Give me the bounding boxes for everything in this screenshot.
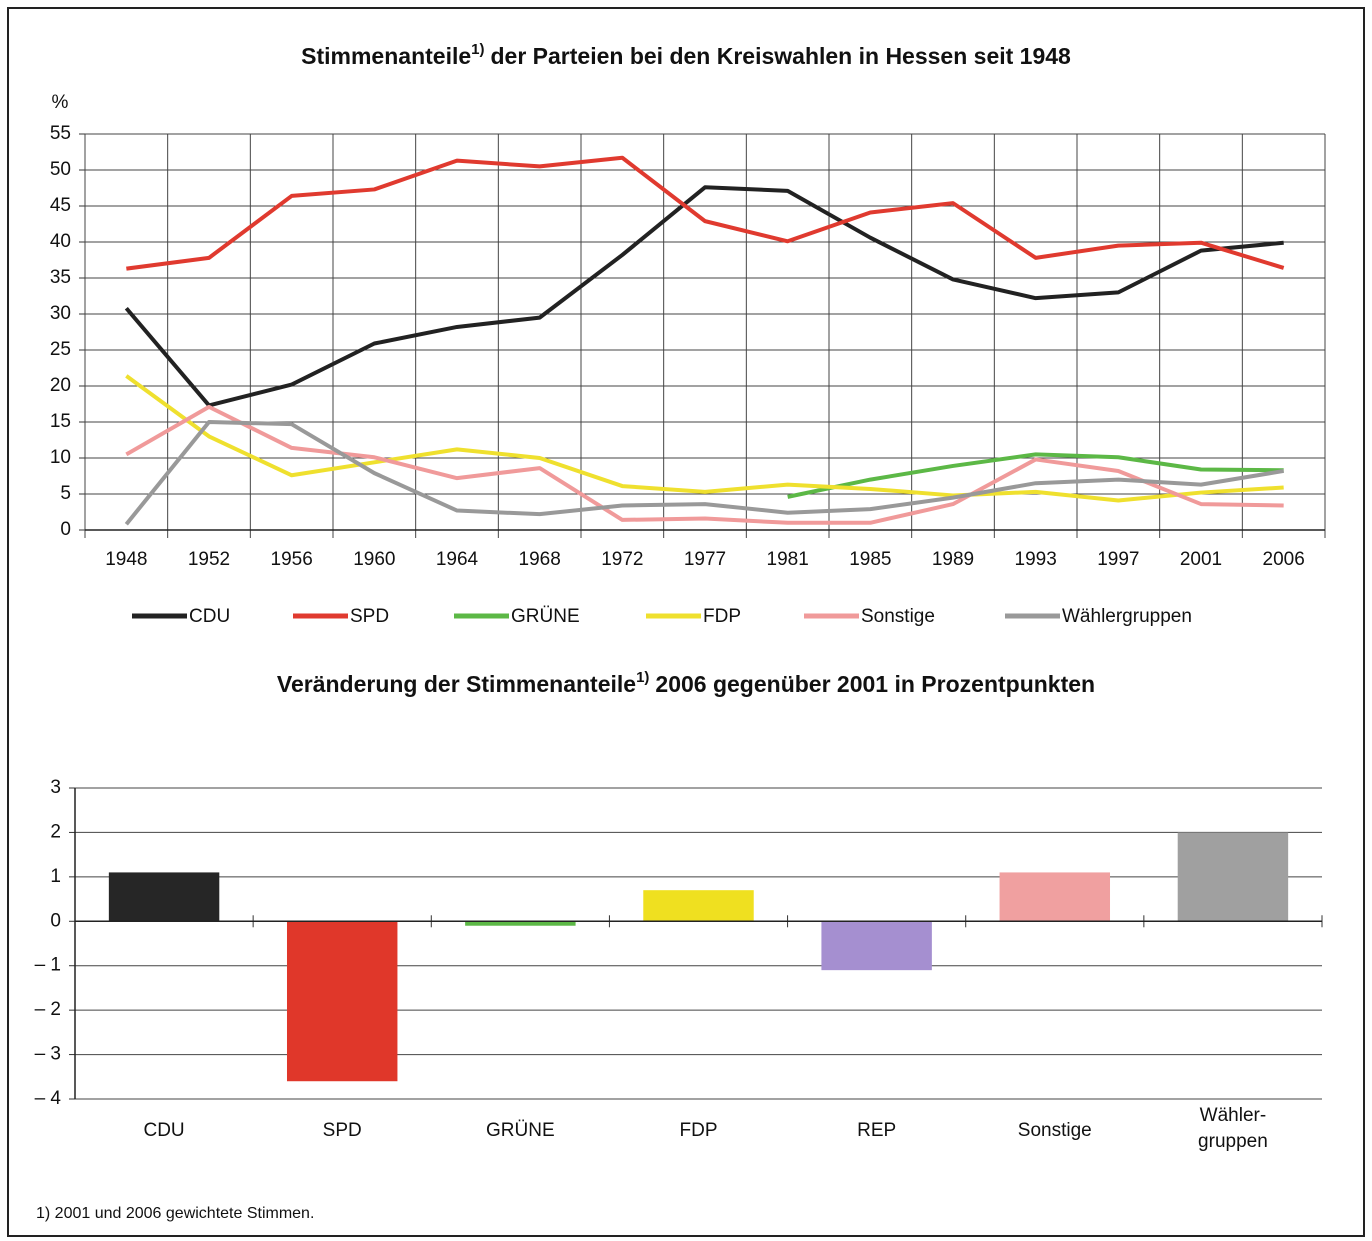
x-tick-label: 1956: [271, 549, 313, 570]
x-tick-label: FDP: [680, 1120, 718, 1141]
y-tick-label: 3: [50, 777, 61, 798]
series-line: [125, 404, 1284, 525]
y-tick-label: 0: [50, 910, 61, 931]
y-tick-label: 10: [50, 447, 71, 468]
bar: [999, 872, 1111, 922]
series-line: [126, 155, 1285, 271]
y-tick-label: 20: [50, 375, 71, 396]
x-tick-label: 1989: [932, 549, 974, 570]
y-tick-label: 45: [50, 195, 71, 216]
y-tick-label: 50: [50, 159, 71, 180]
title-part: der Parteien bei den Kreiswahlen in Hess…: [490, 43, 1071, 69]
bar: [821, 921, 932, 971]
x-tick-label: 1952: [188, 549, 230, 570]
y-tick-label: 40: [50, 231, 71, 252]
y-tick-label: – 1: [35, 955, 61, 976]
y-tick-label: 15: [50, 411, 71, 432]
y-tick-label: 30: [50, 303, 71, 324]
y-tick-label: 0: [60, 519, 71, 540]
y-tick-label: 2: [50, 821, 61, 842]
x-tick-label: Wähler-gruppen: [1198, 1105, 1268, 1152]
bar: [465, 921, 576, 926]
series-line: [787, 452, 1284, 499]
y-tick-label: 5: [60, 483, 71, 504]
y-tick-label: 55: [50, 123, 71, 144]
title-sup: 1): [636, 669, 649, 686]
title-part: Veränderung der Stimmenanteile: [277, 671, 636, 697]
legend-label: Sonstige: [861, 606, 935, 627]
x-tick-label: 1993: [1015, 549, 1057, 570]
x-tick-label: CDU: [143, 1120, 184, 1141]
x-tick-label: 2001: [1180, 549, 1222, 570]
x-tick-label: 1981: [767, 549, 809, 570]
x-tick-label: 1960: [353, 549, 395, 570]
y-tick-label: – 3: [35, 1044, 61, 1065]
x-tick-label: 1968: [519, 549, 561, 570]
x-tick-label: Sonstige: [1018, 1120, 1092, 1141]
bar: [108, 872, 220, 922]
y-tick-label: 1: [50, 866, 61, 887]
footnote: 1) 2001 und 2006 gewichtete Stimmen.: [36, 1205, 314, 1222]
y-axis-label: %: [52, 92, 69, 113]
x-tick-label: 1997: [1097, 549, 1139, 570]
legend-label: GRÜNE: [511, 606, 580, 627]
legend-label: SPD: [350, 606, 389, 627]
y-tick-label: 25: [50, 339, 71, 360]
x-tick-label: SPD: [323, 1120, 362, 1141]
bar: [286, 921, 398, 1082]
legend-label: CDU: [189, 606, 230, 627]
title-part: 2006 gegenüber 2001 in Prozentpunkten: [655, 671, 1095, 697]
x-tick-label: 1985: [849, 549, 891, 570]
x-tick-label: REP: [857, 1120, 896, 1141]
chart-title: Stimmenanteile1) der Parteien bei den Kre…: [301, 41, 1071, 69]
bar: [643, 890, 754, 922]
y-tick-label: – 2: [35, 999, 61, 1020]
chart-title: Veränderung der Stimmenanteile1) 2006 geg…: [277, 669, 1095, 697]
legend-label: FDP: [703, 606, 741, 627]
x-tick-label: 1972: [601, 549, 643, 570]
y-tick-label: – 4: [35, 1088, 62, 1109]
title-part: Stimmenanteile: [301, 43, 471, 69]
bar: [1177, 832, 1289, 922]
y-tick-label: 35: [50, 267, 71, 288]
x-tick-label: 1948: [105, 549, 147, 570]
series-line: [124, 185, 1284, 408]
legend-label: Wählergruppen: [1062, 606, 1192, 627]
x-tick-label: 1977: [684, 549, 726, 570]
series-line: [124, 420, 1284, 526]
x-tick-label: 2006: [1263, 549, 1305, 570]
x-tick-label: 1964: [436, 549, 479, 570]
series-line: [125, 374, 1284, 503]
frame: [7, 7, 1365, 1237]
x-tick-label: GRÜNE: [486, 1120, 555, 1141]
title-sup: 1): [471, 41, 484, 58]
